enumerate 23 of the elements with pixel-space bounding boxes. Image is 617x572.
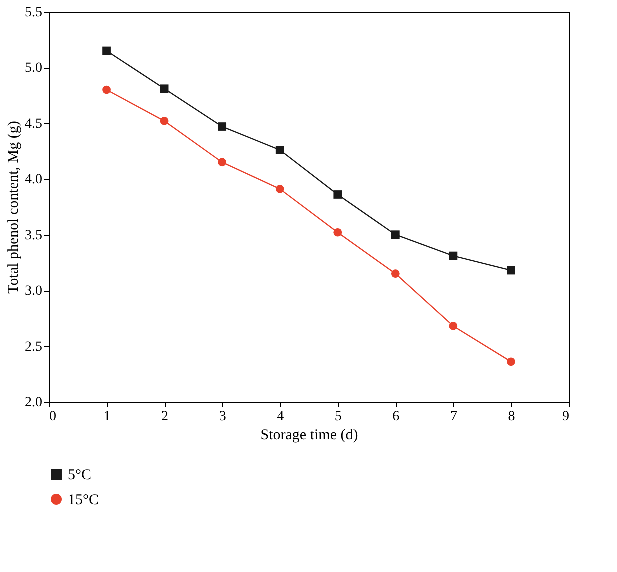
legend-label: 15°C bbox=[68, 492, 100, 508]
y-tick-label: 5.0 bbox=[25, 61, 42, 76]
x-tick-label: 0 bbox=[50, 410, 56, 424]
y-tick-label: 3.5 bbox=[25, 228, 42, 244]
legend-label: 5°C bbox=[68, 468, 92, 484]
x-tick-label: 7 bbox=[450, 410, 458, 424]
x-tick-label: 1 bbox=[104, 410, 111, 424]
y-tick-label: 4.0 bbox=[25, 172, 42, 188]
x-tick-label: 3 bbox=[219, 410, 226, 424]
x-axis-title: Storage time (d) bbox=[260, 428, 358, 444]
x-tick-label: 4 bbox=[277, 410, 284, 424]
x-tick-label: 9 bbox=[562, 410, 570, 424]
x-tick-label: 2 bbox=[162, 410, 169, 424]
y-tick-label: 2.5 bbox=[25, 340, 42, 355]
x-tick-label: 5 bbox=[334, 410, 342, 424]
y-tick-label: 5.5 bbox=[25, 6, 42, 20]
x-tick-label: 6 bbox=[392, 410, 400, 424]
point bbox=[507, 266, 516, 275]
y-axis-title: Total phenol content, Mg (g) bbox=[6, 121, 22, 294]
y-tick-label: 3.0 bbox=[25, 284, 42, 300]
y-tick-label: 2.0 bbox=[25, 396, 42, 410]
y-tick-label: 4.5 bbox=[25, 116, 42, 132]
x-tick-label: 8 bbox=[508, 410, 516, 424]
